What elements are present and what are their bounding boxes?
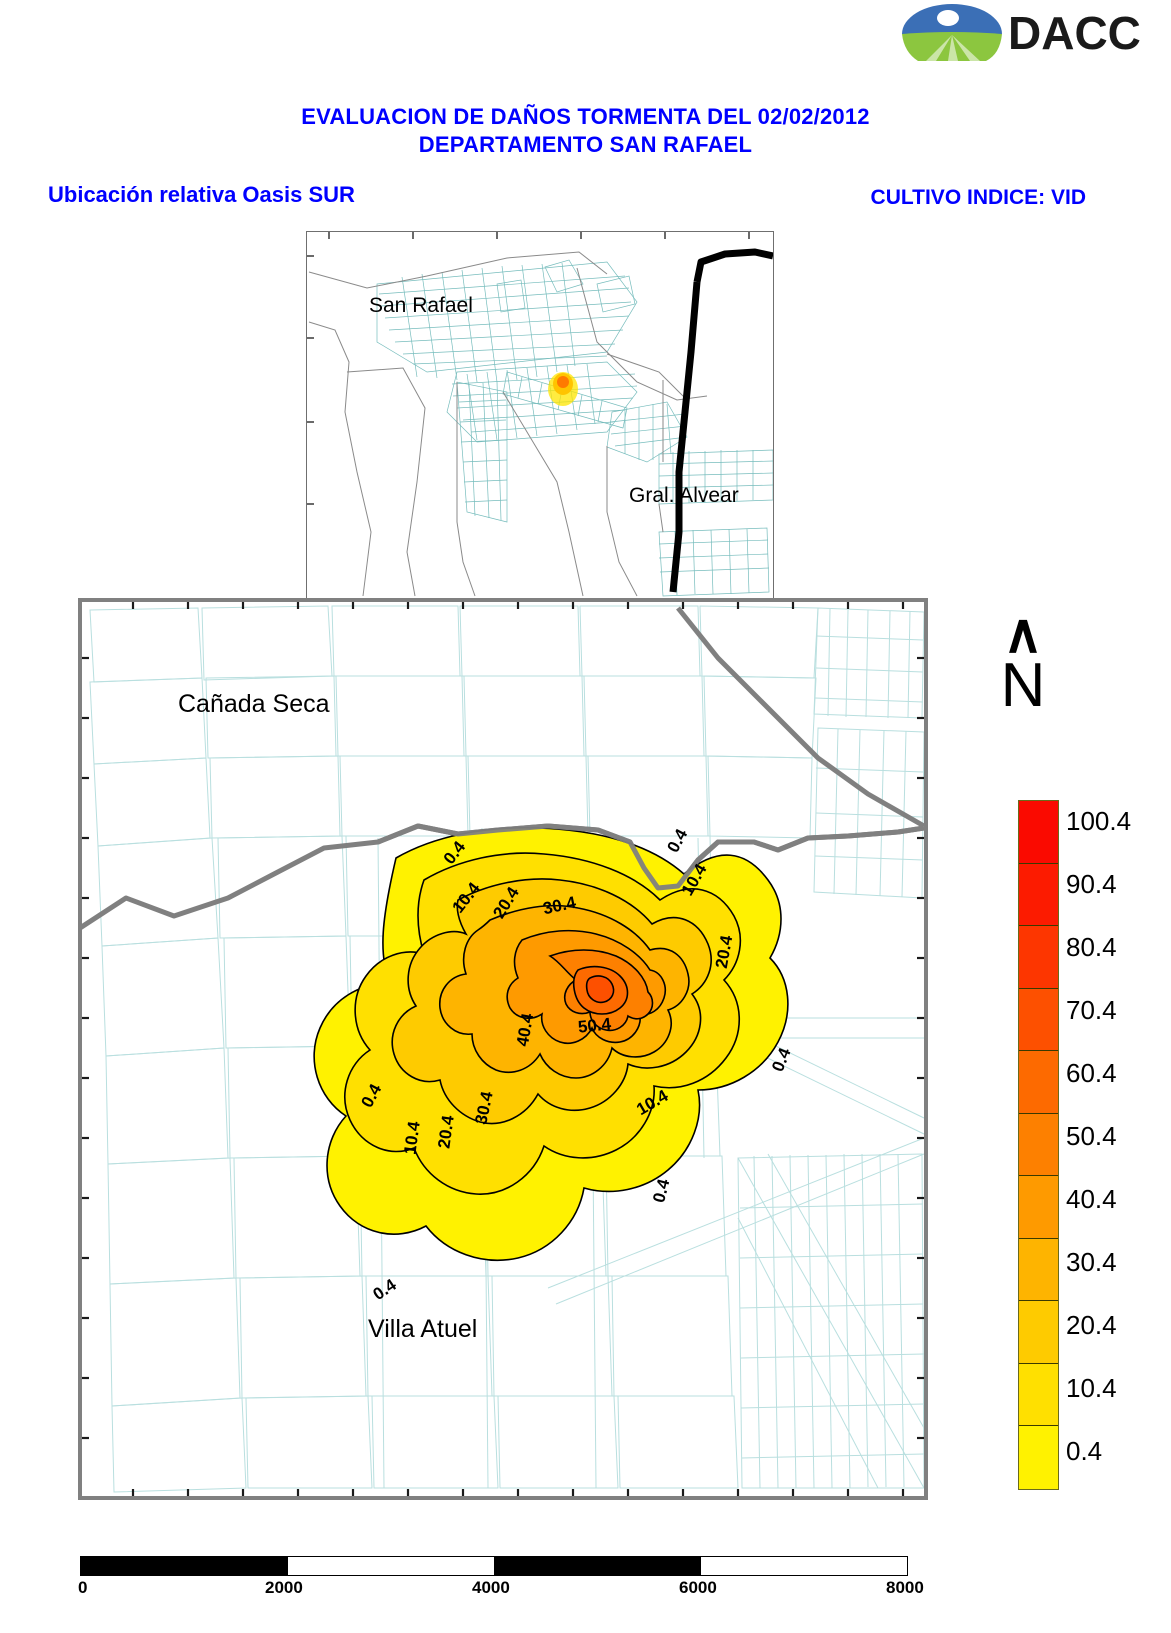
scale-bar-tick: 4000 <box>472 1578 510 1597</box>
legend-tick-label: 40.4 <box>1066 1184 1117 1214</box>
legend-tick-label: 80.4 <box>1066 932 1117 962</box>
legend-tick-label: 10.4 <box>1066 1373 1117 1403</box>
contour-label: 50.4 <box>577 1014 612 1037</box>
subtitle-crop-index: CULTIVO INDICE: VID <box>870 186 1086 209</box>
north-arrow: ∧ N <box>988 604 1058 720</box>
legend-band <box>1019 1363 1058 1427</box>
scale-bar-segment <box>287 1557 494 1575</box>
legend-tick-label: 70.4 <box>1066 995 1117 1025</box>
legend-band <box>1019 1238 1058 1302</box>
legend-tick-label: 30.4 <box>1066 1247 1117 1277</box>
north-caret-icon: ∧ <box>1003 604 1043 664</box>
map-frame <box>78 598 928 1500</box>
map-label-villa-atuel: Villa Atuel <box>368 1315 478 1343</box>
scale-bar-tick: 8000 <box>886 1578 924 1597</box>
scale-bar-tick: 6000 <box>679 1578 717 1597</box>
title-line-2: DEPARTAMENTO SAN RAFAEL <box>418 132 753 157</box>
legend-band <box>1019 1301 1058 1364</box>
scale-bar-tick: 2000 <box>265 1578 303 1597</box>
legend-band <box>1019 988 1058 1052</box>
inset-label-gral-alvear: Gral. Alvear <box>629 484 739 507</box>
inset-locator-map: San Rafael Gral. Alvear <box>306 231 774 599</box>
scale-bar-segment <box>700 1557 907 1575</box>
page-title: EVALUACION DE DAÑOS TORMENTA DEL 02/02/2… <box>0 103 1171 159</box>
legend-band <box>1019 863 1058 927</box>
legend-tick-label: 60.4 <box>1066 1058 1117 1088</box>
map-label-canada-seca: Cañada Seca <box>178 690 330 718</box>
scale-bar <box>80 1556 908 1576</box>
scale-bar-segment <box>81 1557 288 1575</box>
dacc-logo-text: DACC <box>1008 7 1141 59</box>
subtitle-location: Ubicación relativa Oasis SUR <box>48 182 355 207</box>
scale-bar-tick: 0 <box>78 1578 88 1597</box>
legend-tick-label: 50.4 <box>1066 1121 1117 1151</box>
legend-tick-label: 20.4 <box>1066 1310 1117 1340</box>
north-letter: N <box>1000 651 1046 720</box>
legend-band <box>1019 926 1058 989</box>
legend-band <box>1019 1113 1058 1177</box>
legend-band <box>1019 801 1058 864</box>
legend-tick-label: 90.4 <box>1066 869 1117 899</box>
legend-band <box>1019 1051 1058 1114</box>
dacc-logo: DACC <box>900 2 1165 64</box>
legend-colorbar <box>1018 800 1059 1490</box>
legend-tick-label: 100.4 <box>1066 806 1132 836</box>
legend-band <box>1019 1426 1058 1489</box>
title-line-1: EVALUACION DE DAÑOS TORMENTA DEL 02/02/2… <box>301 104 870 129</box>
main-damage-map: Cañada Seca Villa Atuel 0.4 10.4 20.4 30… <box>78 598 928 1500</box>
inset-label-san-rafael: San Rafael <box>369 294 473 317</box>
legend-tick-label: 0.4 <box>1066 1436 1103 1466</box>
scale-bar-segment <box>494 1557 701 1575</box>
dacc-logo-icon <box>900 4 1005 62</box>
legend-band <box>1019 1176 1058 1239</box>
